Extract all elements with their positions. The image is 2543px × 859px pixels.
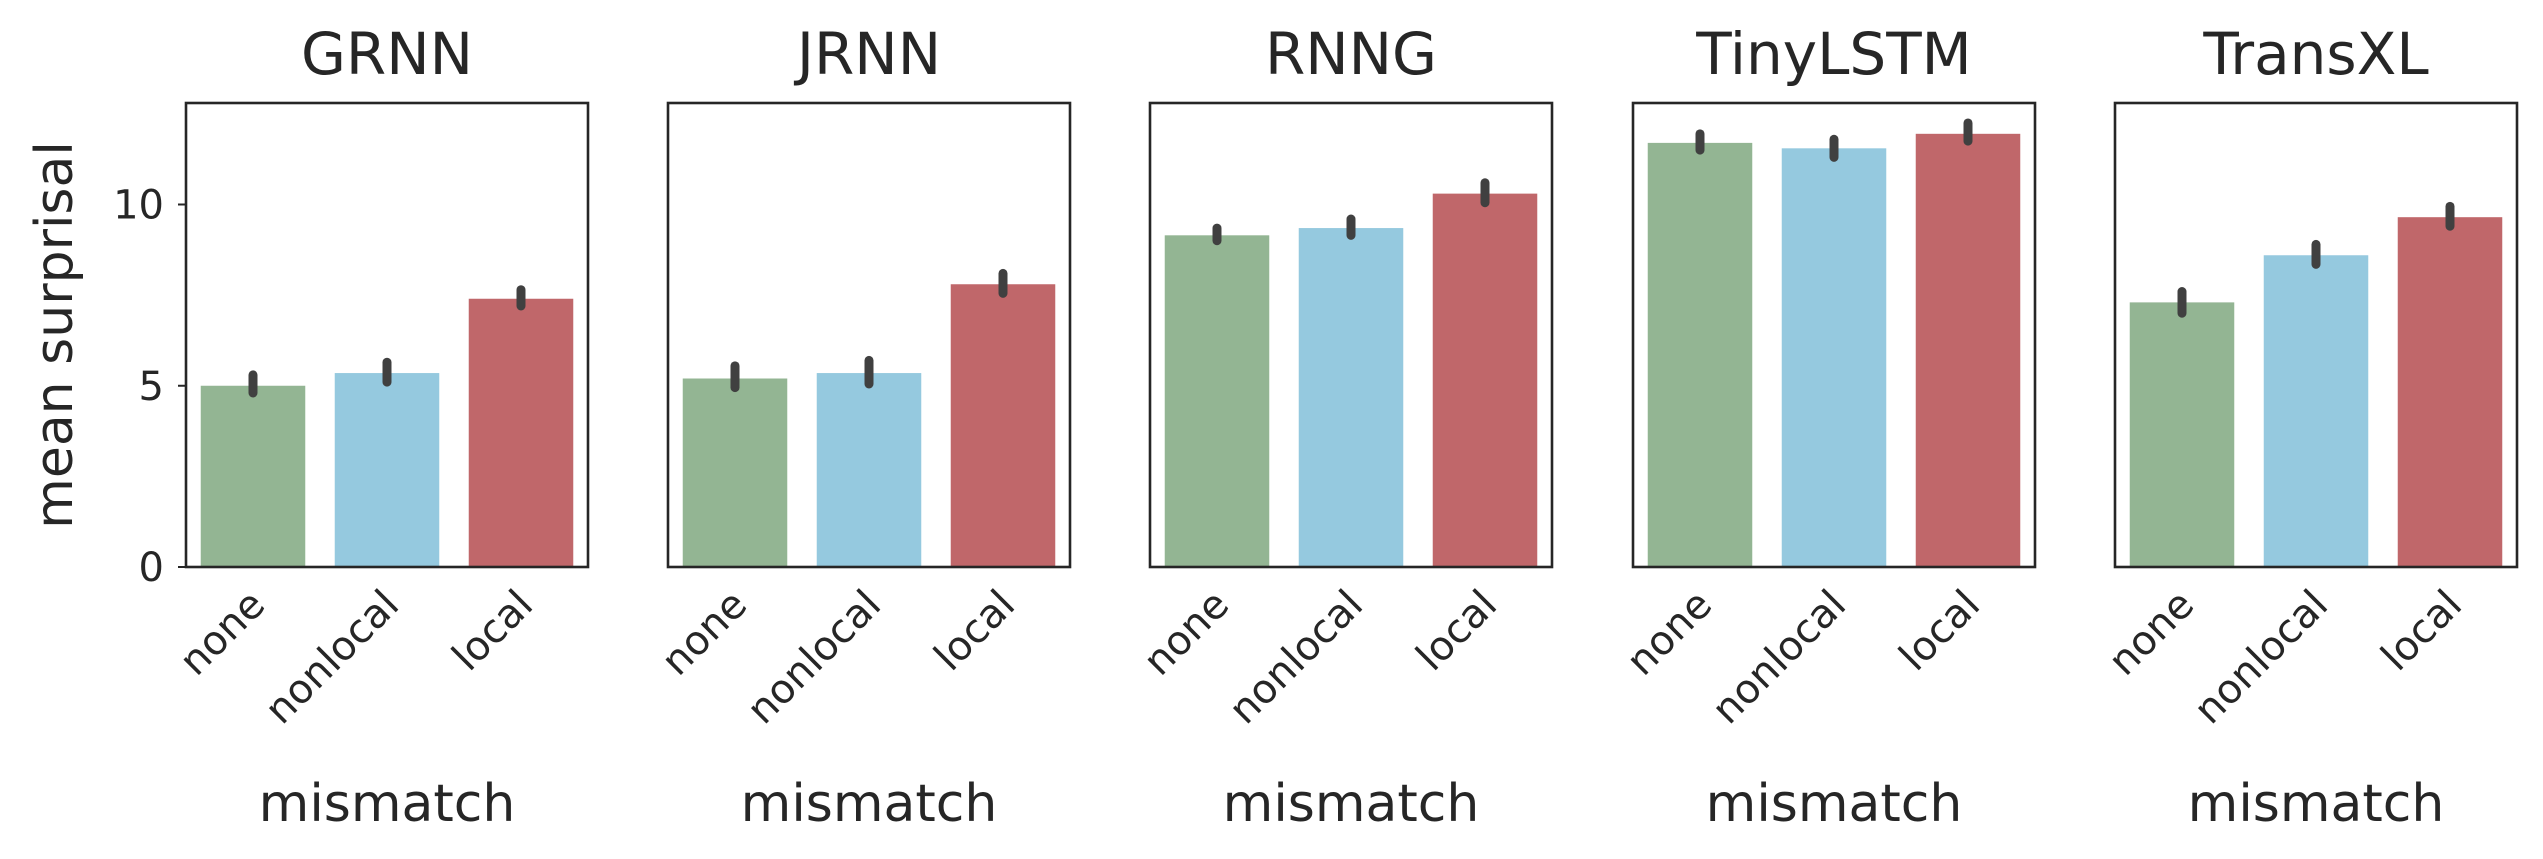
x-tick-label: none: [653, 582, 756, 685]
x-axis-label: mismatch: [1706, 774, 1963, 834]
x-axis-label: mismatch: [741, 774, 998, 834]
x-tick-label: none: [171, 582, 274, 685]
bar-nonlocal: [1781, 148, 1887, 567]
x-tick-label: nonlocal: [256, 582, 408, 734]
x-axis-label: mismatch: [1223, 774, 1480, 834]
x-tick-label: local: [926, 582, 1024, 680]
x-tick-label: none: [2100, 582, 2203, 685]
panel-title: RNNG: [1265, 20, 1437, 88]
panel-title: TinyLSTM: [1695, 20, 1971, 88]
bar-none: [682, 378, 788, 567]
axes-frame: [666, 101, 1072, 569]
bar-local: [950, 284, 1056, 567]
panel-title: GRNN: [301, 20, 473, 88]
x-tick-label: none: [1135, 582, 1238, 685]
axes-frame: [1148, 101, 1554, 569]
x-tick-label: local: [444, 582, 542, 680]
y-tick-label: 5: [139, 364, 164, 410]
bar-local: [1915, 133, 2021, 567]
axes-frame: [184, 101, 590, 569]
bar-local: [2397, 217, 2503, 567]
bar-none: [2129, 302, 2235, 567]
x-tick-label: nonlocal: [1220, 582, 1372, 734]
bar-none: [1647, 142, 1753, 567]
bar-none: [200, 385, 306, 567]
axes-frame: [1631, 101, 2037, 569]
x-axis-label: mismatch: [2188, 774, 2445, 834]
x-axis-label: mismatch: [259, 774, 516, 834]
bar-local: [1432, 193, 1538, 567]
x-tick-label: local: [2373, 582, 2471, 680]
bar-nonlocal: [2263, 255, 2369, 567]
x-tick-label: local: [1891, 582, 1989, 680]
y-tick-label: 0: [139, 545, 164, 591]
y-axis-label: mean surprisal: [25, 141, 85, 529]
y-tick-label: 10: [113, 183, 164, 229]
bar-nonlocal: [334, 373, 440, 567]
x-tick-label: nonlocal: [738, 582, 890, 734]
bar-nonlocal: [816, 373, 922, 567]
panel-title: JRNN: [794, 20, 941, 88]
x-tick-label: nonlocal: [2185, 582, 2337, 734]
x-tick-label: nonlocal: [1703, 582, 1855, 734]
axes-frame: [2113, 101, 2519, 569]
bar-local: [468, 298, 574, 567]
x-tick-label: none: [1618, 582, 1721, 685]
panel-title: TransXL: [2202, 20, 2428, 88]
x-tick-label: local: [1408, 582, 1506, 680]
bar-nonlocal: [1298, 228, 1404, 567]
bar-none: [1164, 235, 1270, 567]
